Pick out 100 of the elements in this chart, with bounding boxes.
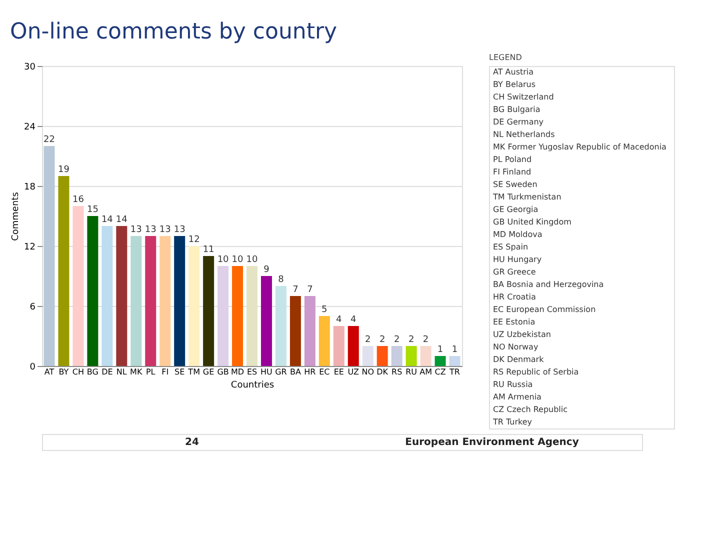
bar: [362, 346, 374, 366]
data-label: 2: [394, 335, 400, 345]
data-label: 10: [217, 255, 230, 265]
text: GR Greece: [493, 267, 536, 276]
y-tick-label: 0: [30, 362, 36, 372]
data-label: 2: [408, 335, 414, 345]
data-label: 16: [72, 195, 84, 205]
text: PL Poland: [493, 154, 532, 164]
bar: [160, 236, 171, 366]
text: CH Switzerland: [493, 92, 554, 102]
data-label: 10: [246, 255, 258, 265]
chart-title: On-line comments by country: [10, 20, 338, 44]
bar: [203, 256, 214, 366]
x-tick-label: NL: [116, 368, 128, 376]
data-label: 22: [44, 135, 55, 145]
x-tick-label: MD: [230, 368, 244, 376]
bar: [260, 276, 272, 366]
data-label: 1: [437, 345, 444, 355]
text: MD Moldova: [493, 230, 542, 239]
text: DE Germany: [493, 117, 544, 126]
text: BA Bosnia and Herzegovina: [493, 280, 604, 289]
text: EE Estonia: [493, 317, 536, 326]
text: BG Bulgaria: [493, 104, 540, 114]
text: GB United Kingdom: [493, 217, 572, 226]
x-tick-label: CH: [72, 368, 84, 376]
bar: [58, 176, 70, 366]
x-tick-label: CZ: [434, 368, 446, 376]
x-tick-label: EC: [319, 368, 330, 376]
data-label: 11: [202, 245, 214, 255]
text: GE Georgia: [493, 204, 538, 214]
legend-title: LEGEND: [489, 53, 522, 62]
text: EC European Commission: [493, 304, 596, 314]
text: TR Turkey: [492, 417, 532, 426]
text: RS Republic of Serbia: [493, 367, 579, 376]
bar: [290, 296, 301, 366]
x-tick-label: UZ: [348, 368, 360, 376]
text: AT Austria: [493, 67, 534, 76]
bar: [102, 226, 113, 366]
data-label: 12: [188, 235, 200, 245]
data-label: 2: [364, 335, 371, 345]
bar: [116, 226, 128, 366]
text: UZ Uzbekistan: [493, 330, 551, 339]
data-label: 9: [264, 265, 270, 275]
text: ES Spain: [493, 242, 528, 252]
x-tick-label: AT: [44, 368, 54, 376]
y-tick-label: 12: [24, 242, 36, 252]
data-label: 13: [144, 225, 156, 235]
x-axis-title: Countries: [230, 380, 274, 390]
text: DK Denmark: [493, 354, 544, 364]
x-tick-label: GE: [202, 368, 214, 376]
text: NL Netherlands: [493, 130, 555, 139]
bar: [318, 316, 330, 366]
x-tick-label: ES: [246, 368, 258, 376]
text: TM Turkmenistan: [492, 192, 562, 202]
bar: [434, 356, 446, 366]
data-label: 13: [159, 225, 171, 235]
data-label: 14: [116, 215, 128, 225]
data-label: 13: [174, 225, 186, 235]
x-tick-label: MK: [130, 368, 143, 376]
bar: [391, 346, 402, 366]
data-label: 4: [336, 315, 342, 325]
x-tick-label: FI: [162, 368, 169, 376]
data-label: 15: [86, 205, 98, 215]
bar: [246, 266, 258, 366]
x-tick-label: GB: [217, 368, 229, 376]
text: NO Norway: [493, 342, 538, 352]
bar: [87, 216, 98, 366]
bar: [72, 206, 84, 366]
data-label: 2: [422, 335, 429, 345]
y-tick-label: 24: [24, 122, 36, 132]
bar: [145, 236, 156, 366]
x-tick-label: AM: [420, 368, 432, 376]
bar: [420, 346, 432, 366]
x-tick-label: RS: [392, 368, 402, 376]
text: FI Finland: [493, 167, 532, 176]
data-label: 8: [278, 275, 284, 285]
text: BY Belarus: [493, 80, 536, 89]
bar: [44, 146, 55, 366]
x-tick-label: BA: [290, 368, 302, 376]
x-tick-label: GR: [275, 368, 288, 376]
data-label: 7: [292, 285, 298, 295]
text: MK Former Yugoslav Republic of Macedonia: [493, 142, 667, 152]
bar: [174, 236, 186, 366]
data-label: 10: [232, 255, 244, 265]
x-tick-label: NO: [362, 368, 374, 376]
x-tick-label: HR: [304, 368, 316, 376]
x-tick-label: BY: [58, 368, 69, 376]
bar: [218, 266, 229, 366]
y-tick-label: 6: [30, 302, 36, 312]
data-label: 1: [452, 345, 458, 355]
x-tick-label: PL: [146, 368, 156, 376]
x-tick-label: TR: [448, 368, 460, 376]
text: 24: [185, 437, 199, 448]
text: HR Croatia: [493, 292, 536, 302]
bar: [348, 326, 359, 366]
bar: [304, 296, 316, 366]
y-tick-label: 18: [24, 182, 36, 192]
y-tick-label: 30: [24, 62, 36, 72]
data-label: 4: [350, 315, 357, 325]
x-tick-label: HU: [260, 368, 273, 376]
